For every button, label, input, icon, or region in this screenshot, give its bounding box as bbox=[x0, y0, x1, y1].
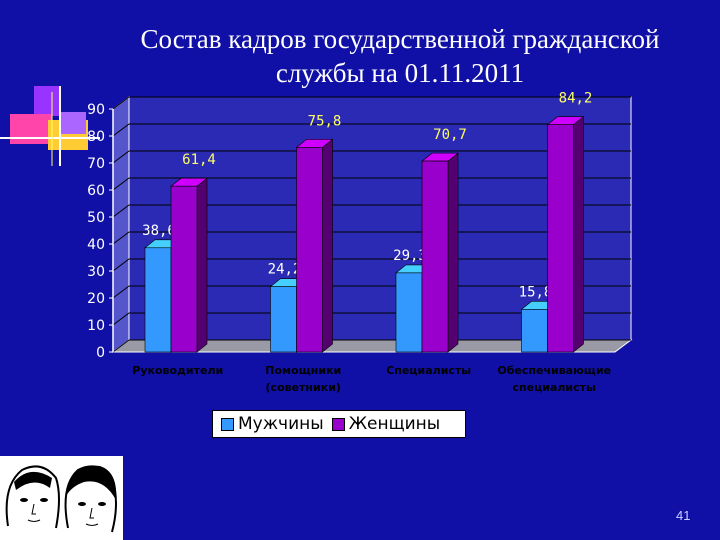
bar-side bbox=[573, 116, 584, 353]
bar bbox=[547, 124, 574, 353]
bar bbox=[296, 147, 323, 353]
y-tick-label: 0 bbox=[96, 345, 105, 361]
data-label: 15,8 bbox=[519, 284, 553, 300]
data-label: 29,3 bbox=[393, 248, 427, 264]
y-tick-label: 80 bbox=[87, 129, 105, 145]
y-tick-label: 50 bbox=[87, 210, 105, 226]
bar-side bbox=[322, 138, 333, 353]
gridline-side bbox=[112, 177, 130, 191]
faces-illustration bbox=[0, 456, 123, 540]
gridline-side bbox=[112, 96, 130, 110]
y-tick-label: 20 bbox=[87, 291, 105, 307]
legend-label-women: Женщины bbox=[348, 414, 441, 434]
bar bbox=[395, 272, 423, 353]
chart-legend: Мужчины Женщины bbox=[212, 410, 466, 438]
legend-label-men: Мужчины bbox=[238, 414, 324, 434]
gridline-side bbox=[112, 258, 130, 272]
category-label: Обеспечивающие bbox=[497, 364, 611, 377]
data-label: 84,2 bbox=[559, 91, 593, 107]
category-label: Специалисты bbox=[386, 364, 471, 377]
category-label: (советники) bbox=[266, 381, 341, 394]
gridline-side bbox=[112, 339, 130, 353]
bar bbox=[521, 309, 548, 353]
bar bbox=[170, 185, 198, 353]
data-label: 75,8 bbox=[308, 113, 342, 129]
gridline-side bbox=[112, 312, 130, 326]
gridline-side bbox=[112, 285, 130, 299]
page-number: 41 bbox=[676, 508, 691, 523]
legend-swatch-women bbox=[331, 417, 345, 431]
bar bbox=[421, 160, 449, 353]
y-tick-label: 10 bbox=[87, 318, 105, 334]
data-label: 38,6 bbox=[142, 223, 176, 239]
slide-title-line-1: Состав кадров государственной гражданско… bbox=[140, 24, 660, 54]
bar-side bbox=[196, 177, 208, 353]
gridline-side bbox=[112, 150, 130, 164]
y-tick-label: 90 bbox=[87, 102, 105, 118]
category-label: Помощники bbox=[265, 364, 341, 377]
plot-side-wall bbox=[112, 96, 130, 353]
data-label: 24,2 bbox=[268, 262, 302, 278]
bar-side bbox=[447, 152, 459, 353]
bar bbox=[270, 286, 297, 353]
gridline-side bbox=[112, 123, 130, 137]
bar bbox=[144, 247, 172, 353]
y-tick-label: 60 bbox=[87, 183, 105, 199]
y-tick-label: 40 bbox=[87, 237, 105, 253]
colored-squares-decoration bbox=[0, 86, 100, 166]
gridline-side bbox=[112, 231, 130, 245]
gridline-side bbox=[112, 204, 130, 218]
legend-swatch-men bbox=[221, 417, 234, 431]
data-label: 61,4 bbox=[182, 152, 216, 168]
category-label: специалисты bbox=[513, 381, 597, 394]
y-tick-label: 30 bbox=[87, 264, 105, 280]
slide-title-line-2: службы на 01.11.2011 bbox=[275, 58, 525, 88]
y-tick-label: 70 bbox=[87, 156, 105, 172]
data-label: 70,7 bbox=[433, 127, 467, 143]
category-label: Руководители bbox=[132, 364, 223, 377]
